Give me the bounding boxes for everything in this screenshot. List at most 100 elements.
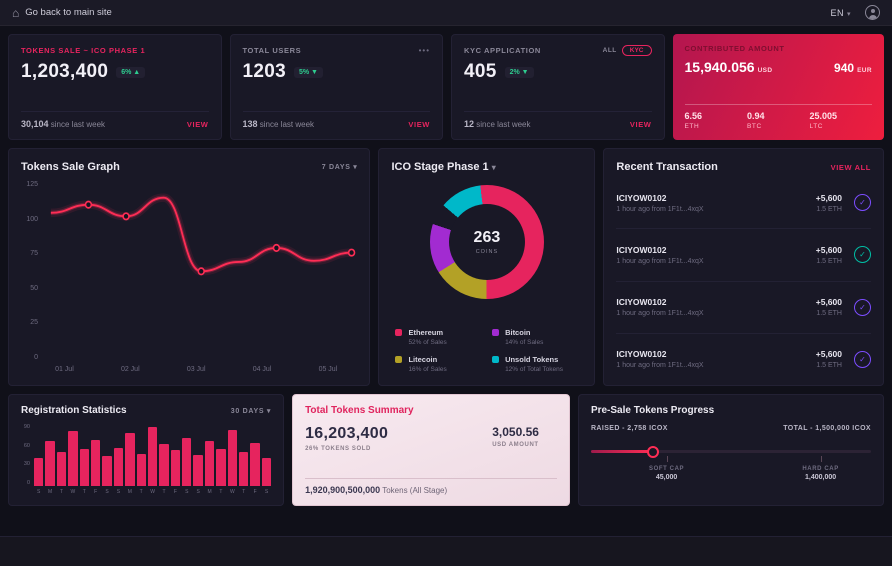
transaction-status-icon[interactable]: ✓ <box>854 246 871 264</box>
all-stage-total: 1,920,900,500,000 Tokens (All Stage) <box>305 478 557 495</box>
raised-label: RAISED - 2,758 ICOX <box>590 425 668 432</box>
bar <box>90 439 101 486</box>
slider-fill <box>590 450 653 453</box>
chart-dot[interactable] <box>122 212 130 221</box>
usd-amount-block: 3,050.56 USD AMOUNT <box>492 425 539 448</box>
sub-value: 30,104 <box>21 119 49 129</box>
filter-all-tab[interactable]: ALL <box>602 47 617 54</box>
kyc-value: 405 <box>464 61 497 82</box>
bar <box>34 458 44 486</box>
bar <box>125 433 135 486</box>
line-chart-y-axis: 125 100 75 50 25 0 <box>26 181 38 361</box>
card-label: CONTRIBUTED AMOUNT <box>684 44 785 53</box>
bar-chart-y-axis: 90 60 30 0 <box>23 424 30 486</box>
bar <box>68 431 78 486</box>
line-chart[interactable] <box>45 181 357 361</box>
transaction-row[interactable]: ICIYOW0102 1 hour ago from 1F1t...4xqX +5… <box>616 177 871 230</box>
transaction-status-icon[interactable]: ✓ <box>854 194 871 212</box>
filter-kyc-tab[interactable]: KYC <box>621 45 652 56</box>
registration-statistics-card: Registration Statistics 30 DAYS ▾ 90 60 30… <box>8 394 285 506</box>
sub-label: since last week <box>259 120 315 129</box>
bar <box>136 453 146 486</box>
tokens-sale-value: 1,203,400 <box>21 61 109 82</box>
view-button[interactable]: VIEW <box>186 119 209 129</box>
home-icon[interactable]: ⌂ <box>12 5 20 20</box>
bar <box>239 451 249 486</box>
bar <box>193 455 203 486</box>
transaction-status-icon[interactable]: ✓ <box>854 350 871 368</box>
card-label: KYC APPLICATION <box>464 46 541 55</box>
bar <box>56 451 67 486</box>
total-tokens-summary-card: Total Tokens Summary 16,203,400 26% TOKE… <box>292 394 570 506</box>
total-users-value: 1203 <box>242 61 286 82</box>
transaction-row[interactable]: ICIYOW0102 1 hour ago from 1F1t...4xqX +5… <box>616 282 871 334</box>
bar <box>45 441 55 486</box>
usd-unit: USD <box>757 67 773 74</box>
topbar: ⌂ Go back to main site EN ▾ <box>0 0 892 26</box>
ltc-amount: 25.005 LTC <box>809 111 838 130</box>
legend-item-bitcoin: Bitcoin 14% of Sales <box>492 328 578 346</box>
bar <box>147 427 158 486</box>
tokens-sold-block: 16,203,400 26% TOKENS SOLD <box>305 425 389 452</box>
donut-center-label: COINS <box>475 249 499 255</box>
view-button[interactable]: VIEW <box>408 119 430 129</box>
legend-item-unsold-tokens: Unsold Tokens 12% of Total Tokens <box>492 355 578 373</box>
back-to-main-site-link[interactable]: Go back to main site <box>25 7 112 18</box>
bar <box>159 443 169 486</box>
bottom-row: Registration Statistics 30 DAYS ▾ 90 60 30… <box>8 394 884 506</box>
range-dropdown[interactable]: 30 DAYS ▾ <box>230 407 272 415</box>
slider-track[interactable] <box>590 450 871 453</box>
chevron-down-icon: ▾ <box>491 163 496 172</box>
presale-progress-card: Pre-Sale Tokens Progress RAISED - 2,758 … <box>577 394 884 506</box>
transaction-row[interactable]: ICIYOW0102 1 hour ago from 1F1t...4xqX +5… <box>616 334 871 385</box>
bitcoin-swatch-icon <box>492 329 500 336</box>
usd-value: 15,940.056 <box>684 59 755 75</box>
card-label: TOKENS SALE ~ ICO PHASE 1 <box>21 46 146 55</box>
total-label: TOTAL - 1,500,000 ICOX <box>783 425 871 432</box>
bar <box>216 448 226 486</box>
legend-item-litecoin: Litecoin 16% of Sales <box>395 355 486 373</box>
eur-value: 940 <box>834 61 855 75</box>
transaction-status-icon[interactable]: ✓ <box>854 298 871 316</box>
ico-stage-card: ICO Stage Phase 1 ▾ 263 COINS Ethereum 52… <box>378 148 596 386</box>
hard-cap: HARD CAP 1,400,000 <box>802 466 839 481</box>
footer-bar <box>0 536 892 566</box>
registration-bars[interactable] <box>34 424 272 486</box>
more-menu-icon[interactable]: ••• <box>418 46 430 55</box>
user-avatar-icon[interactable] <box>865 5 880 20</box>
chart-dot[interactable] <box>272 243 281 252</box>
card-label: TOTAL USERS <box>242 46 302 55</box>
bar <box>170 450 181 486</box>
bar <box>227 430 238 486</box>
ethereum-swatch-icon <box>395 329 403 336</box>
view-button[interactable]: VIEW <box>629 119 652 129</box>
main-content: TOKENS SALE ~ ICO PHASE 1 1,203,400 6% ▲… <box>0 26 892 514</box>
chart-dot[interactable] <box>347 248 356 257</box>
middle-row: Tokens Sale Graph 7 DAYS ▾ 125 100 75 50 25 0… <box>8 148 884 386</box>
sub-value: 12 <box>464 119 475 129</box>
language-selector[interactable]: EN ▾ <box>830 7 851 18</box>
trend-badge: 5% ▼ <box>293 66 323 78</box>
range-dropdown[interactable]: 7 DAYS ▾ <box>321 164 358 171</box>
eur-unit: EUR <box>857 67 872 74</box>
chart-dot[interactable] <box>84 200 93 209</box>
kyc-application-card: KYC APPLICATION ALL KYC 405 2% ▼ 12 sinc… <box>451 34 665 140</box>
transaction-row[interactable]: ICIYOW0102 1 hour ago from 1F1t...4xqX +5… <box>616 229 871 282</box>
unsold-tokens-swatch-icon <box>492 356 500 363</box>
chevron-down-icon: ▾ <box>846 10 851 18</box>
view-all-button[interactable]: VIEW ALL <box>830 162 871 172</box>
presale-slider[interactable]: SOFT CAP 45,000 HARD CAP 1,400,000 <box>590 444 871 486</box>
bar <box>79 448 89 486</box>
donut-center-value: 263 <box>473 229 501 246</box>
card-title[interactable]: ICO Stage Phase 1 ▾ <box>391 161 496 173</box>
donut-legend: Ethereum 52% of Sales Bitcoin 14% of Sales… <box>391 328 582 373</box>
chart-dot[interactable] <box>197 267 205 276</box>
stats-row: TOKENS SALE ~ ICO PHASE 1 1,203,400 6% ▲… <box>8 34 884 140</box>
line-chart-x-axis: 01 Jul 02 Jul 03 Jul 04 Jul 05 Jul <box>55 366 338 373</box>
eth-amount: 6.56 ETH <box>684 111 703 130</box>
donut-chart[interactable]: 263 COINS <box>429 185 544 299</box>
sub-label: since last week <box>476 120 531 129</box>
slider-knob[interactable] <box>646 445 659 458</box>
